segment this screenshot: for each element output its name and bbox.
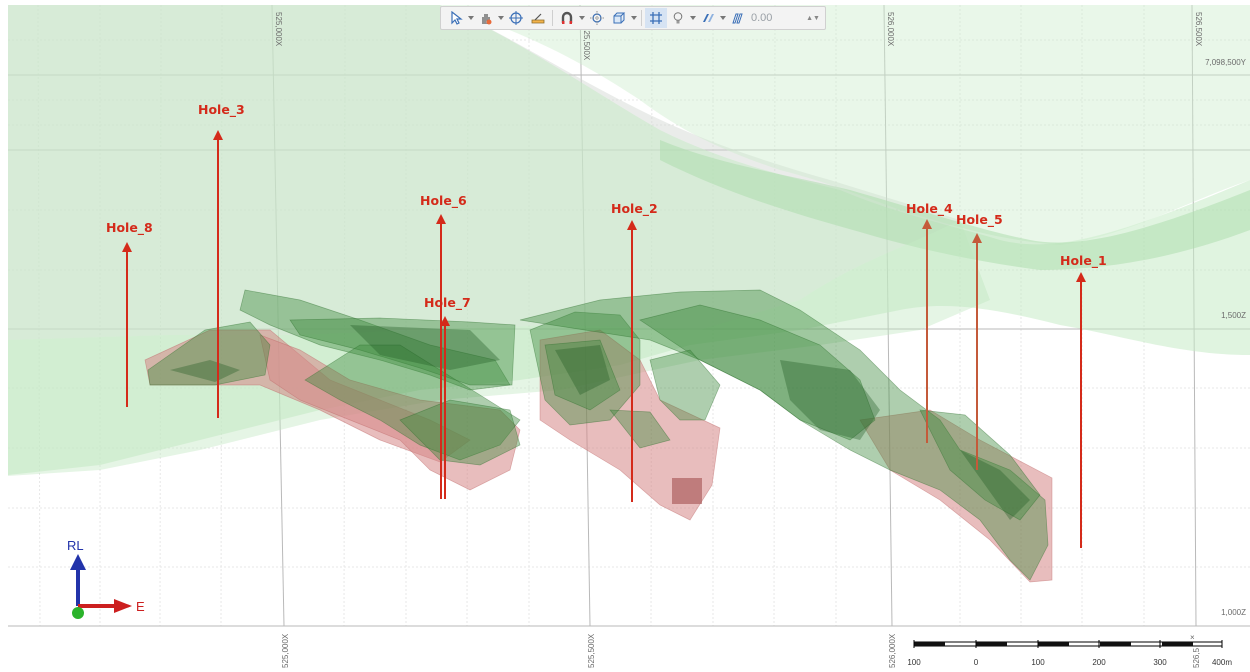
drill-hole-collar-arrow xyxy=(922,219,932,229)
green-band-ridge xyxy=(660,140,1250,270)
box-view-icon xyxy=(613,12,626,24)
orebody-block xyxy=(672,478,702,504)
chevron-down-icon xyxy=(720,16,726,20)
grid-toggle-button[interactable] xyxy=(645,8,667,28)
view-toolbar: ▲▼ xyxy=(440,6,826,30)
upper-green-band xyxy=(440,5,1250,245)
grid-label-top-x3: 526,000X xyxy=(886,12,895,47)
thickness-spinner[interactable]: ▲▼ xyxy=(806,14,820,22)
grid-label-z-1500: 1,500Z xyxy=(1221,311,1246,320)
box-view-button[interactable] xyxy=(608,8,630,28)
slice-icon xyxy=(703,14,714,22)
thickness-input[interactable] xyxy=(749,9,797,27)
scale-bar-label: 300 xyxy=(1153,658,1167,667)
drill-hole-label[interactable]: Hole_8 xyxy=(106,220,153,236)
chevron-down-icon xyxy=(631,16,637,20)
green-band-lower xyxy=(8,220,990,476)
slice-button[interactable] xyxy=(697,8,719,28)
rl-axis-label: RL xyxy=(67,538,84,553)
measure-ruler-icon xyxy=(531,13,545,24)
select-tool-button[interactable] xyxy=(445,8,467,28)
grid-label-bottom-x1: 525,000X xyxy=(281,633,290,668)
scale-bar-label: 0 xyxy=(974,658,979,667)
drill-hole-collar-arrow xyxy=(213,130,223,140)
drill-hole-label[interactable]: Hole_7 xyxy=(424,295,471,311)
scale-bar-segment xyxy=(1162,642,1193,646)
lighting-button[interactable] xyxy=(667,8,689,28)
select-tool-dropdown[interactable] xyxy=(467,8,475,28)
e-axis-arrow xyxy=(114,599,132,613)
scale-bar-segment xyxy=(1100,642,1131,646)
toolbar-separator xyxy=(641,10,642,26)
scale-bar-label: 400m xyxy=(1212,658,1232,667)
light-bulb-icon xyxy=(673,12,683,24)
drill-hole-label[interactable]: Hole_3 xyxy=(198,102,245,118)
snap-button[interactable] xyxy=(556,8,578,28)
pan-tool-dropdown[interactable] xyxy=(497,8,505,28)
orebody-shell-pink xyxy=(144,329,1053,583)
crosshair-icon xyxy=(509,11,523,25)
scale-bar-label: 100 xyxy=(1031,658,1045,667)
grid-label-bottom-x4: 526,5 xyxy=(1192,647,1201,668)
drill-hole-label[interactable]: Hole_1 xyxy=(1060,253,1107,269)
grid-label-bottom-x3: 526,000X xyxy=(888,633,897,668)
pan-tool-button[interactable] xyxy=(475,8,497,28)
drill-hole-collar-arrow xyxy=(122,242,132,252)
chevron-down-icon xyxy=(468,16,474,20)
drill-hole-collar-arrow xyxy=(972,233,982,243)
drill-hole-label[interactable]: Hole_4 xyxy=(906,201,953,217)
scale-bar-segment xyxy=(1038,642,1069,646)
chevron-down-icon xyxy=(498,16,504,20)
grid-label-bottom-x2: 525,500X xyxy=(587,633,596,668)
magnet-icon xyxy=(561,11,573,24)
drill-hole-collar-arrow xyxy=(440,316,450,326)
section-button[interactable] xyxy=(586,8,608,28)
lighting-dropdown[interactable] xyxy=(689,8,697,28)
grid-icon xyxy=(650,12,662,24)
topography-surface-green xyxy=(8,5,1250,475)
snap-dropdown[interactable] xyxy=(578,8,586,28)
crosshair-button[interactable] xyxy=(505,8,527,28)
toolbar-separator xyxy=(552,10,553,26)
measure-button[interactable] xyxy=(527,8,549,28)
thickness-button[interactable] xyxy=(727,8,749,28)
thickness-icon xyxy=(732,13,743,24)
rl-axis-arrow xyxy=(70,554,86,570)
grid-label-top-x2: 525,500X xyxy=(582,26,591,61)
pan-tool-icon xyxy=(482,14,492,25)
grid-label-top-x1: 525,000X xyxy=(274,12,283,47)
scale-bar-close: × xyxy=(1190,633,1195,642)
drill-hole-label[interactable]: Hole_2 xyxy=(611,201,658,217)
drill-hole-label[interactable]: Hole_6 xyxy=(420,193,467,209)
drill-hole-collar-arrow xyxy=(627,220,637,230)
drill-hole-collar-arrow xyxy=(1076,272,1086,282)
chevron-down-icon xyxy=(690,16,696,20)
scale-bar: 100 0 100 200 300 400m × xyxy=(907,633,1232,667)
orientation-axes: RL E xyxy=(67,538,145,619)
grid-label-z-1000: 1,000Z xyxy=(1221,608,1246,617)
scale-bar-segment xyxy=(976,642,1007,646)
section-target-icon xyxy=(590,11,604,25)
drill-hole-collar-arrow xyxy=(436,214,446,224)
e-axis-label: E xyxy=(136,599,145,614)
scale-bar-label: 100 xyxy=(907,658,921,667)
slice-dropdown[interactable] xyxy=(719,8,727,28)
box-view-dropdown[interactable] xyxy=(630,8,638,28)
axis-origin xyxy=(72,607,84,619)
scale-bar-label: 200 xyxy=(1092,658,1106,667)
scale-bar-segment xyxy=(914,642,945,646)
grid-label-top-x4: 526,500X xyxy=(1194,12,1203,47)
select-arrow-icon xyxy=(451,11,463,25)
orebody-volume-green xyxy=(147,289,1049,581)
drill-hole-label[interactable]: Hole_5 xyxy=(956,212,1003,228)
chevron-down-icon xyxy=(579,16,585,20)
grid-label-y-northing: 7,098,500Y xyxy=(1205,58,1247,67)
